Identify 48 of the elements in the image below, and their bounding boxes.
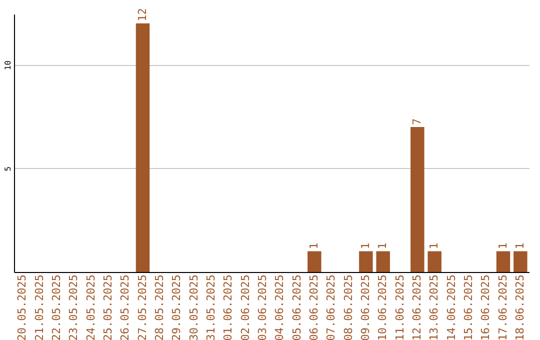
y-tick-label: 5	[4, 166, 12, 172]
x-tick-label: 01.06.2025	[222, 274, 235, 340]
bar	[428, 251, 442, 272]
bar	[514, 251, 528, 272]
x-tick-label: 21.05.2025	[32, 274, 46, 340]
x-tick-label: 22.05.2025	[50, 274, 63, 340]
bar	[308, 251, 322, 272]
x-tick-label: 28.05.2025	[152, 274, 166, 340]
x-tick-label: 23.05.2025	[67, 274, 80, 340]
x-tick-label: 27.05.2025	[136, 274, 149, 340]
bar	[496, 251, 510, 272]
x-tick-label: 17.06.2025	[496, 274, 510, 340]
x-tick-label: 16.06.2025	[479, 274, 492, 340]
x-tick-label: 05.06.2025	[290, 274, 304, 340]
x-tick-label: 04.06.2025	[273, 274, 286, 340]
x-tick-label: 15.06.2025	[462, 274, 475, 340]
x-tick-label: 30.05.2025	[187, 274, 200, 340]
data-label: 1	[496, 242, 510, 250]
bar	[410, 126, 424, 272]
x-tick-label: 11.06.2025	[393, 274, 406, 340]
data-label: 7	[410, 118, 424, 125]
x-tick-label: 26.05.2025	[118, 274, 132, 340]
data-label: 1	[513, 242, 526, 250]
x-tick-label: 03.06.2025	[256, 274, 269, 340]
bar	[376, 251, 390, 272]
x-tick-label: 08.06.2025	[342, 274, 355, 340]
y-tick-label: 10	[4, 60, 12, 70]
x-tick-label: 10.06.2025	[376, 274, 390, 340]
x-tick-label: 31.05.2025	[204, 274, 218, 340]
bar	[136, 23, 150, 272]
x-tick-label: 12.06.2025	[410, 274, 424, 340]
data-label: 1	[307, 242, 320, 250]
x-tick-label: 24.05.2025	[84, 274, 98, 340]
data-label: 1	[358, 242, 372, 250]
x-tick-label: 13.06.2025	[428, 274, 441, 340]
data-label: 1	[428, 242, 441, 250]
x-tick-label: 06.06.2025	[307, 274, 320, 340]
x-tick-label: 25.05.2025	[101, 274, 114, 340]
x-tick-label: 20.05.2025	[16, 274, 29, 340]
data-label: 12	[136, 8, 149, 22]
x-tick-label: 14.06.2025	[444, 274, 458, 340]
x-tick-label: 07.06.2025	[324, 274, 338, 340]
data-label: 1	[376, 242, 390, 250]
x-tick-label: 09.06.2025	[358, 274, 372, 340]
bar	[359, 251, 373, 272]
x-tick-label: 02.06.2025	[238, 274, 252, 340]
x-tick-label: 29.05.2025	[170, 274, 184, 340]
x-tick-label: 18.06.2025	[513, 274, 526, 340]
